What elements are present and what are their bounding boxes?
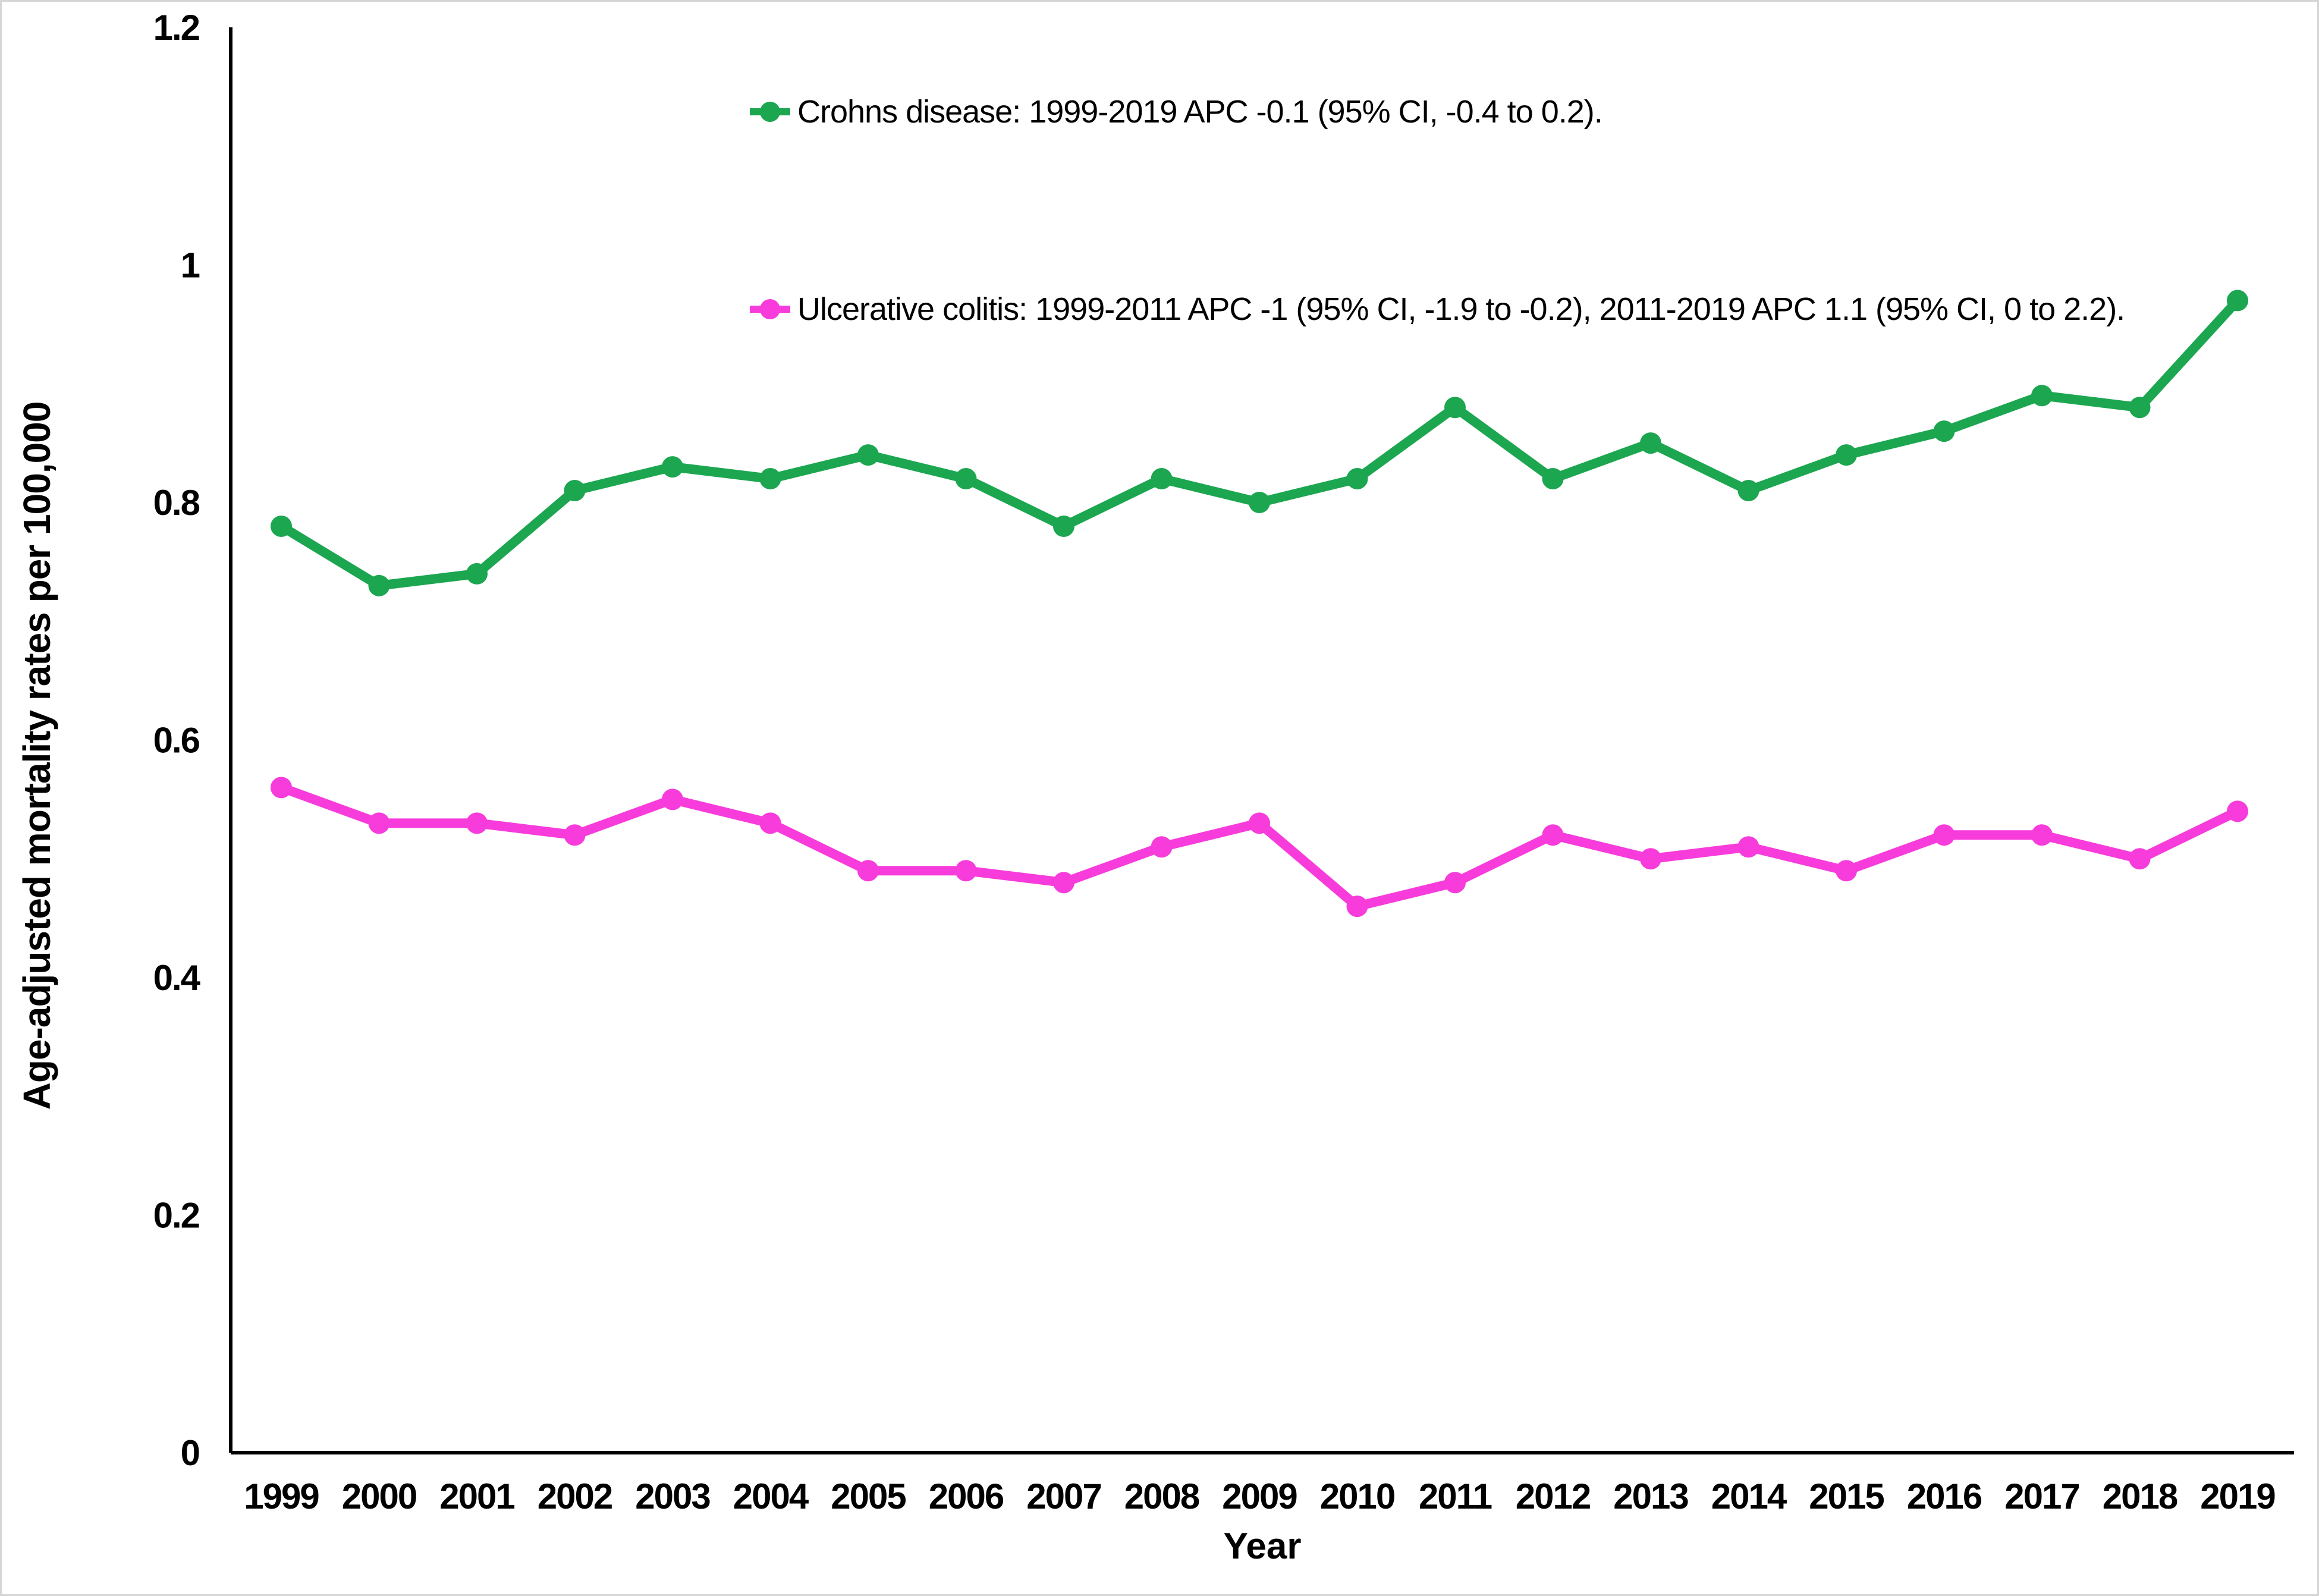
legend-item-ulcerative-colitis: Ulcerative colitis: 1999-2011 APC -1 (95… [749,288,2125,340]
x-tick-label: 2014 [1711,1476,1787,1516]
data-point-crohns-disease [1737,480,1759,502]
data-point-crohns-disease [2227,290,2248,312]
x-tick-label: 2005 [831,1476,906,1516]
data-point-crohns-disease [955,468,977,490]
ulcerative-colitis-legend-marker-icon [749,288,791,340]
data-point-ulcerative-colitis [857,860,879,882]
data-point-ulcerative-colitis [2227,800,2248,822]
x-tick-label: 2001 [439,1476,514,1516]
crohns-legend-marker-icon [749,91,791,143]
data-point-ulcerative-colitis [466,812,488,834]
x-tick-label: 2019 [2200,1476,2275,1516]
x-tick-label: 2013 [1613,1476,1688,1516]
data-point-ulcerative-colitis [271,777,292,799]
y-tick-label: 1.2 [153,8,199,48]
x-tick-label: 2012 [1516,1476,1590,1516]
data-point-crohns-disease [1542,468,1564,490]
data-point-ulcerative-colitis [564,824,586,846]
data-point-crohns-disease [1346,468,1368,490]
y-tick-label: 0.8 [153,483,200,523]
x-tick-label: 2008 [1124,1476,1199,1516]
legend-label-ulcerative-colitis: Ulcerative colitis: 1999-2011 APC -1 (95… [797,291,2125,327]
data-point-crohns-disease [1640,432,1661,454]
x-tick-label: 2006 [929,1476,1004,1516]
x-tick-label: 2011 [1419,1476,1492,1516]
x-tick-label: 2000 [342,1476,416,1516]
y-tick-label: 0.6 [153,721,200,761]
data-point-crohns-disease [1053,515,1074,537]
data-point-crohns-disease [1249,492,1270,513]
data-point-ulcerative-colitis [759,812,781,834]
data-point-ulcerative-colitis [2129,848,2151,870]
data-point-ulcerative-colitis [1249,812,1270,834]
data-point-crohns-disease [466,563,488,585]
data-point-crohns-disease [2031,385,2053,407]
x-tick-label: 2018 [2103,1476,2177,1516]
legend-item-crohns: Crohns disease: 1999-2019 APC -0.1 (95% … [749,91,1603,143]
data-point-crohns-disease [857,444,879,466]
data-point-crohns-disease [1151,468,1173,490]
y-tick-label: 1 [181,246,200,285]
x-tick-label: 2010 [1320,1476,1394,1516]
data-point-crohns-disease [1444,397,1466,419]
data-point-ulcerative-colitis [1737,836,1759,858]
data-point-crohns-disease [1836,444,1857,466]
data-point-ulcerative-colitis [1346,896,1368,918]
x-tick-label: 2009 [1222,1476,1297,1516]
x-tick-label: 2002 [538,1476,612,1516]
data-point-crohns-disease [564,480,586,502]
y-tick-label: 0.4 [153,958,201,998]
x-tick-label: 2016 [1907,1476,1982,1516]
data-point-ulcerative-colitis [1444,872,1466,894]
series-line-crohns-disease [276,296,2242,590]
x-tick-label: 2004 [733,1476,809,1516]
x-tick-label: 2017 [2004,1476,2079,1516]
data-point-ulcerative-colitis [1542,824,1564,846]
x-tick-label: 2003 [635,1476,710,1516]
data-point-ulcerative-colitis [368,812,390,834]
data-point-ulcerative-colitis [1640,848,1661,870]
x-axis-title: Year [1223,1526,1302,1567]
y-axis-title: Age-adjusted mortality rates per 100,000 [15,401,58,1110]
data-point-ulcerative-colitis [1933,824,1955,846]
data-point-crohns-disease [271,515,292,537]
data-point-crohns-disease [759,468,781,490]
data-point-ulcerative-colitis [1151,836,1173,858]
y-tick-label: 0.2 [153,1196,199,1236]
data-point-ulcerative-colitis [955,860,977,882]
series-line-ulcerative-colitis [276,783,2242,912]
x-tick-label: 1999 [244,1476,319,1516]
x-tick-label: 2007 [1026,1476,1101,1516]
data-point-ulcerative-colitis [1053,872,1074,894]
data-point-ulcerative-colitis [662,788,683,810]
data-point-crohns-disease [368,574,390,596]
data-point-crohns-disease [1933,420,1955,442]
data-point-crohns-disease [2129,397,2151,419]
data-point-ulcerative-colitis [2031,824,2053,846]
x-tick-label: 2015 [1809,1476,1884,1516]
data-point-crohns-disease [662,456,683,478]
y-tick-label: 0 [181,1433,199,1473]
data-point-ulcerative-colitis [1836,860,1857,882]
legend-label-crohns: Crohns disease: 1999-2019 APC -0.1 (95% … [797,94,1603,130]
